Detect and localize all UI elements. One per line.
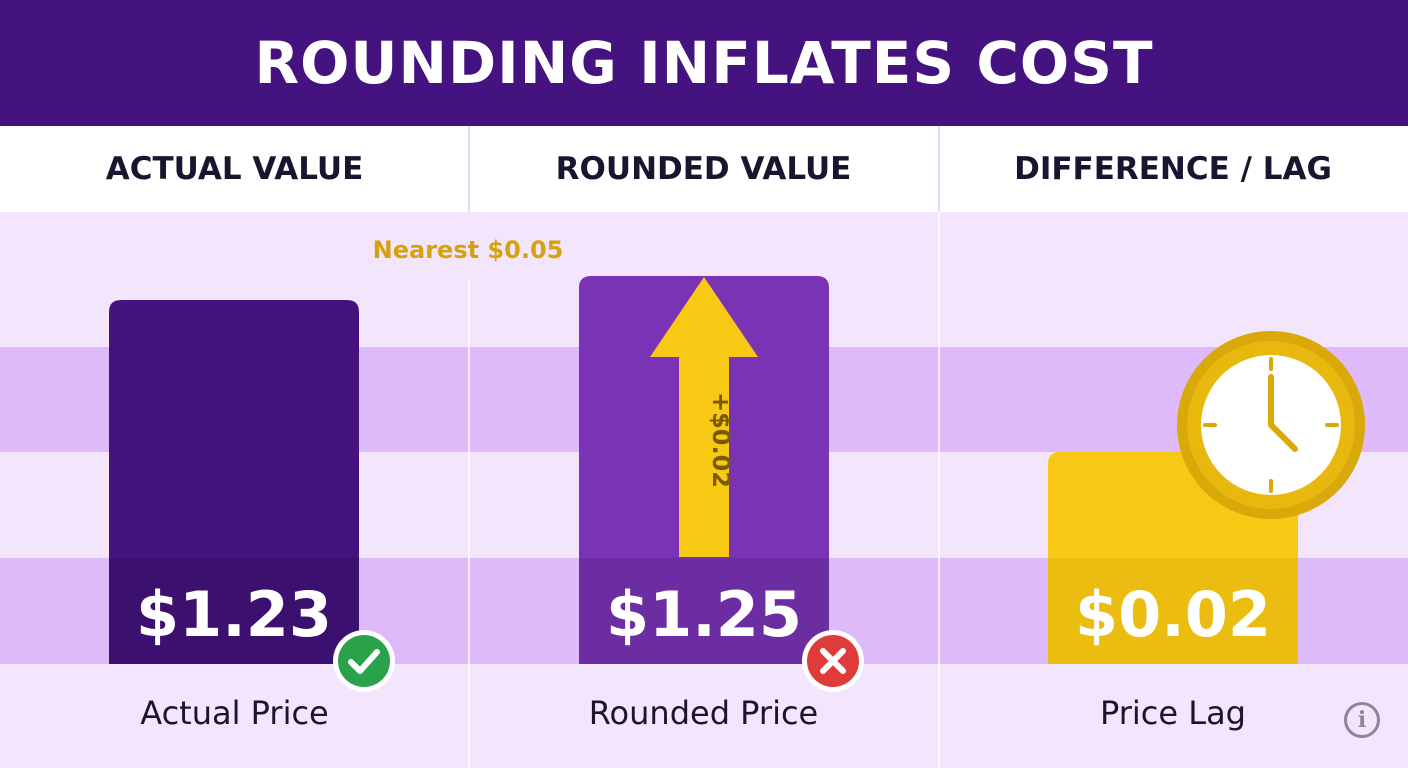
up-arrow [650, 277, 758, 557]
title-bar: ROUNDING INFLATES COST [0, 0, 1408, 126]
bar-actual-shade [109, 558, 359, 664]
column-header-actual: ACTUAL VALUE [105, 151, 364, 187]
chart-title: ROUNDING INFLATES COST [254, 29, 1154, 97]
category-label-actual: Actual Price [140, 694, 329, 732]
bar-actual [109, 300, 359, 664]
column-header-difference: DIFFERENCE / LAG [1014, 151, 1332, 187]
column-divider [938, 212, 940, 768]
info-icon[interactable]: i [1344, 702, 1380, 738]
value-label: $1.23 [136, 578, 332, 651]
header-divider [468, 126, 470, 212]
value-label: $0.02 [1075, 578, 1271, 651]
bar-difference-shade [1048, 558, 1298, 664]
column-header-row: ACTUAL VALUE ROUNDED VALUE DIFFERENCE / … [0, 126, 1408, 212]
check-circle-icon [338, 635, 390, 687]
arrow-label: +$0.02 [707, 392, 735, 488]
category-label-rounded: Rounded Price [588, 694, 819, 732]
cross-mark [820, 648, 846, 674]
bar-rounded-shade [579, 558, 829, 664]
value-label: $1.25 [606, 578, 802, 651]
rounding-annotation: Nearest $0.05 [373, 236, 564, 264]
header-divider [938, 126, 940, 212]
background-band [0, 664, 1408, 768]
check-mark [348, 649, 380, 674]
column-header-rounded: ROUNDED VALUE [555, 151, 852, 187]
clock-hour-hand [1268, 422, 1298, 452]
category-label-difference: Price Lag [1100, 694, 1246, 732]
column-divider [468, 280, 470, 768]
